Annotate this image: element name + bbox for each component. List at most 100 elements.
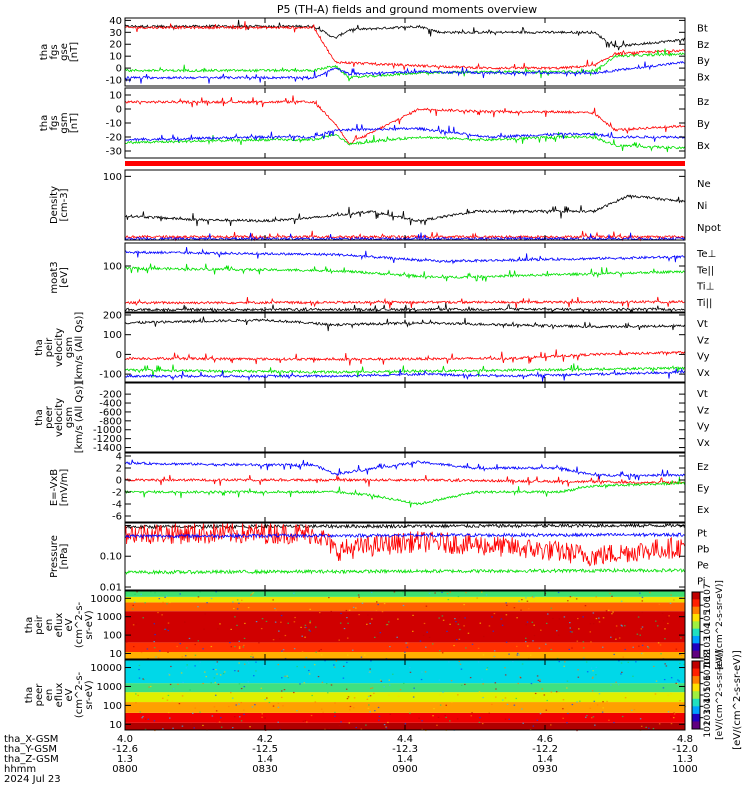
x-tick-label: 0930 xyxy=(532,764,557,775)
spectrogram-speckle xyxy=(545,622,548,625)
spectrogram-speckle xyxy=(596,704,599,706)
spectrogram-speckle xyxy=(491,703,493,706)
spectrogram-speckle xyxy=(528,608,530,610)
spectrogram-speckle xyxy=(576,640,579,642)
spectrogram-speckle xyxy=(206,602,208,604)
spectrogram-speckle xyxy=(457,694,459,696)
spectrogram-speckle xyxy=(241,599,243,601)
spectrogram-speckle xyxy=(428,592,431,595)
panel-peir_en_eflux: 10 100 1000 10000 tha peir en eflux eV (cm^2-s-sr… xyxy=(24,590,686,661)
spectrogram-speckle xyxy=(595,596,597,598)
spectrogram-speckle xyxy=(194,707,197,709)
spectrogram-speckle xyxy=(139,711,142,713)
spectrogram-speckle xyxy=(566,722,568,724)
spectrogram-speckle xyxy=(135,693,137,695)
spectrogram-speckle xyxy=(670,716,672,718)
spectrogram-speckle xyxy=(513,704,516,706)
spectrogram-speckle xyxy=(280,690,283,692)
spectrogram-speckle xyxy=(162,728,164,730)
spectrogram-speckle xyxy=(620,624,623,626)
spectrogram-speckle xyxy=(277,706,280,709)
spectrogram-speckle xyxy=(194,643,196,646)
y-tick-label: 0.01 xyxy=(100,583,122,594)
spectrogram-speckle xyxy=(378,715,381,718)
colorbar-segment xyxy=(692,721,700,730)
y-tick-label: 4 xyxy=(116,452,122,463)
spectrogram-speckle xyxy=(358,596,360,598)
spectrogram-speckle xyxy=(406,646,409,648)
spectrogram-speckle xyxy=(439,694,441,696)
spectrogram-speckle xyxy=(620,600,623,602)
spectrogram-speckle xyxy=(389,713,392,715)
colorbar-tick-label: 104 xyxy=(703,623,713,640)
spectrogram-speckle xyxy=(155,656,157,658)
spectrogram-speckle xyxy=(320,708,323,710)
spectrogram-speckle xyxy=(231,727,234,729)
spectrogram-speckle xyxy=(436,724,438,726)
spectrogram-speckle xyxy=(636,633,639,635)
spectrogram-speckle xyxy=(433,708,435,710)
spectrogram-speckle xyxy=(135,623,137,625)
spectrogram-speckle xyxy=(516,652,519,655)
spectrogram-speckle xyxy=(369,668,371,670)
spectrogram-speckle xyxy=(186,664,188,666)
y-axis-label: gsm xyxy=(64,407,75,428)
spectrogram-speckle xyxy=(539,713,542,715)
spectrogram-speckle xyxy=(280,621,282,623)
spectrogram-speckle xyxy=(591,690,594,692)
x-tick-label: 1000 xyxy=(672,764,697,775)
series-line-Ex xyxy=(124,459,686,481)
x-tick-label: 1.4 xyxy=(537,754,553,765)
legend-label-Ti||: Ti|| xyxy=(696,298,712,309)
y-axis-label: fgs xyxy=(49,44,60,59)
spectrogram-speckle xyxy=(199,661,201,663)
spectrogram-speckle xyxy=(586,671,589,673)
spectrogram-speckle xyxy=(558,691,560,694)
spectrogram-speckle xyxy=(458,638,461,640)
colorbar-tick-label: 103 xyxy=(703,636,713,653)
spectrogram-speckle xyxy=(255,670,257,672)
legend-label-Bt: Bt xyxy=(697,24,708,35)
spectrogram-speckle xyxy=(675,682,677,684)
spectrogram-speckle xyxy=(204,613,206,615)
spectrogram-speckle xyxy=(388,621,390,623)
spectrogram-speckle xyxy=(501,699,504,701)
spectrogram-speckle xyxy=(369,711,371,713)
y-tick-label: 20 xyxy=(109,40,122,51)
x-tick-label: 4.0 xyxy=(117,734,133,745)
colorbar-segment xyxy=(692,628,700,637)
spectrogram-speckle xyxy=(308,629,310,631)
series-line-Vx xyxy=(124,367,686,382)
spectrogram-speckle xyxy=(546,699,548,702)
spectrogram-speckle xyxy=(425,605,428,607)
spectrogram-speckle xyxy=(238,647,241,649)
spectrogram-speckle xyxy=(136,591,138,593)
spectrogram-speckle xyxy=(550,724,552,726)
spectrogram-speckle xyxy=(658,723,661,725)
spectrogram-speckle xyxy=(318,611,321,614)
spectrogram-speckle xyxy=(141,717,143,719)
spectrogram-speckle xyxy=(404,651,406,653)
spectrogram-speckle xyxy=(447,598,450,601)
spectrogram-speckle xyxy=(238,716,241,718)
spectrogram-speckle xyxy=(349,705,352,708)
spectrogram-speckle xyxy=(449,720,451,722)
spectrogram-speckle xyxy=(454,618,456,620)
spectrogram-speckle xyxy=(571,631,573,633)
y-axis-label: [km/s (All Qs)] xyxy=(74,382,85,454)
spectrogram-speckle xyxy=(647,647,650,649)
spectrogram-speckle xyxy=(556,630,558,632)
spectrogram-speckle xyxy=(550,607,553,609)
legend-label-Bx: Bx xyxy=(697,141,710,152)
y-tick-label: -10 xyxy=(106,76,122,87)
spectrogram-speckle xyxy=(308,673,311,675)
spectrogram-speckle xyxy=(305,626,307,629)
spectrogram-speckle xyxy=(566,687,568,689)
y-axis-label: tha xyxy=(39,115,50,131)
spectrogram-speckle xyxy=(465,647,467,649)
spectrogram-speckle xyxy=(380,680,383,682)
spectrogram-speckle xyxy=(167,629,170,632)
y-axis-label: en xyxy=(44,689,55,702)
x-tick-label: -12.0 xyxy=(672,744,698,755)
